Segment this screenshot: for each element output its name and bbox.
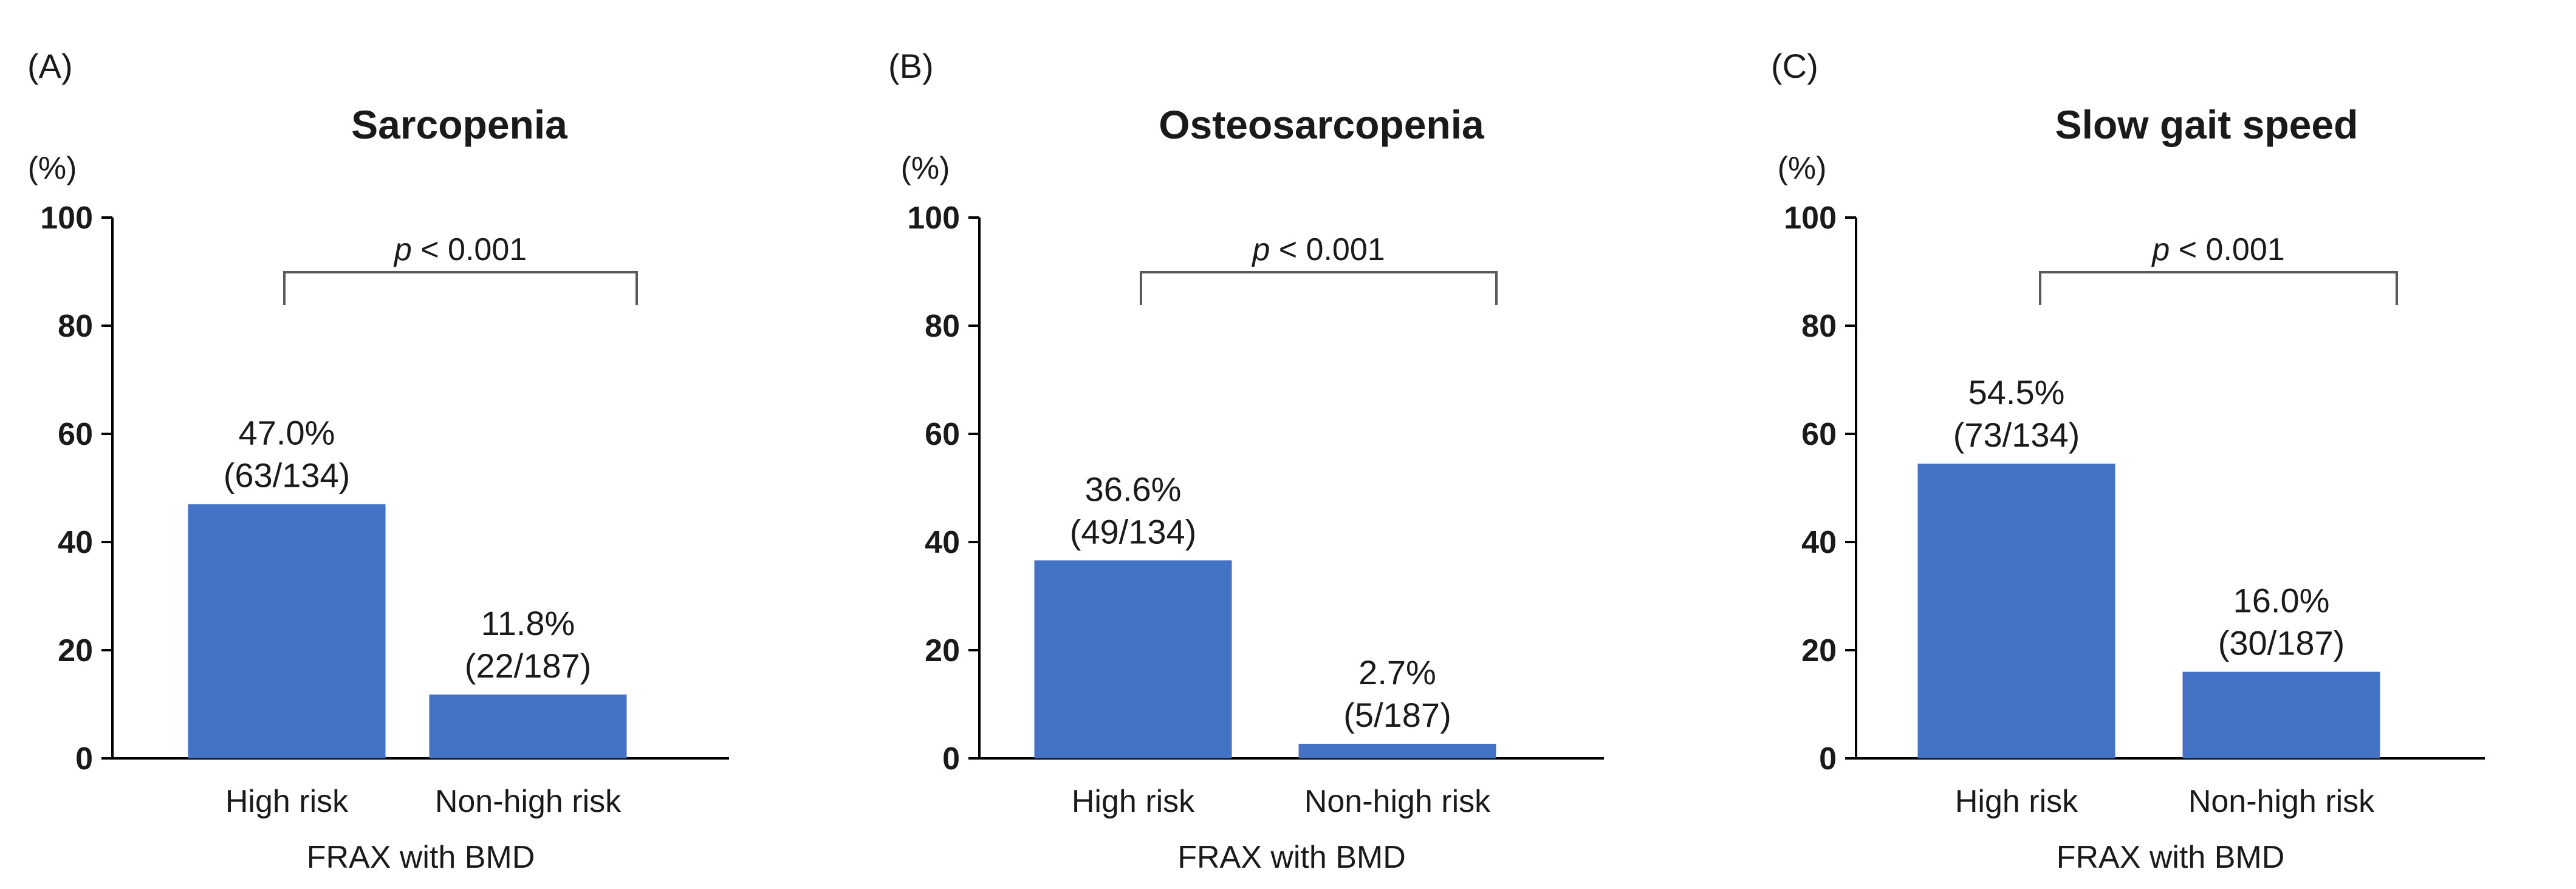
- data-label-percent: 16.0%: [2233, 582, 2330, 620]
- y-tick-label: 20: [925, 633, 960, 668]
- bar: [1298, 743, 1496, 758]
- y-tick-label: 60: [1801, 417, 1837, 452]
- y-unit-label: (%): [901, 151, 950, 186]
- y-unit-label: (%): [28, 151, 77, 186]
- significance-bracket: [283, 271, 638, 305]
- y-tick-label: 80: [1801, 309, 1837, 344]
- data-label-percent: 54.5%: [1968, 373, 2065, 411]
- bar: [1917, 463, 2115, 758]
- p-value-text: < 0.001: [1270, 232, 1385, 267]
- x-tick-label: High risk: [1072, 784, 1195, 819]
- data-label-percent: 11.8%: [481, 604, 575, 642]
- x-tick-label: Non-high risk: [2188, 784, 2375, 819]
- p-value-label: p < 0.001: [2151, 232, 2284, 267]
- bar: [188, 504, 386, 758]
- data-label-count: (22/187): [465, 647, 592, 685]
- significance-bracket: [2039, 271, 2398, 305]
- panel-label: (A): [27, 47, 73, 85]
- y-tick-label: 100: [40, 201, 93, 236]
- data-label-percent: 2.7%: [1358, 653, 1436, 692]
- y-tick-label: 80: [58, 309, 93, 344]
- chart-panel-1: (A) Sarcopenia (%) 0 20 40 60 80 100 47.0% (63/134…: [27, 47, 729, 875]
- data-label-count: (5/187): [1343, 696, 1451, 734]
- bar: [1034, 560, 1232, 758]
- chart-panel-3: (C) Slow gait speed (%) 0 20 40 60 80 100 54.5% (7…: [1771, 47, 2485, 875]
- chart-panel-2: (B) Osteosarcopenia (%) 0 20 40 60 80 100 36.6% (4…: [888, 47, 1604, 875]
- significance-bracket: [1140, 271, 1498, 305]
- x-axis-label: FRAX with BMD: [1177, 840, 1406, 875]
- chart-title: Osteosarcopenia: [1159, 102, 1485, 147]
- panel-label: (B): [888, 47, 934, 85]
- p-value-label: p < 0.001: [1251, 232, 1385, 267]
- y-tick-label: 60: [58, 417, 93, 452]
- chart-title: Slow gait speed: [2055, 102, 2358, 147]
- y-tick-label: 0: [1819, 741, 1837, 777]
- y-tick-label: 20: [1801, 633, 1837, 668]
- y-unit-label: (%): [1778, 151, 1827, 186]
- x-tick-label: High risk: [1955, 784, 2078, 819]
- y-tick-label: 40: [925, 525, 960, 560]
- p-symbol: p: [2151, 232, 2170, 267]
- y-tick-label: 0: [942, 741, 960, 777]
- x-axis-label: FRAX with BMD: [2057, 840, 2285, 875]
- x-tick-label: Non-high risk: [435, 784, 622, 819]
- data-label-percent: 47.0%: [239, 414, 335, 452]
- y-tick-label: 20: [58, 633, 93, 668]
- y-tick-label: 100: [907, 201, 960, 236]
- x-tick-label: High risk: [225, 784, 349, 819]
- y-tick-label: 0: [75, 741, 93, 777]
- p-value-text: < 0.001: [412, 232, 527, 267]
- bar: [429, 694, 627, 758]
- y-tick-label: 40: [1801, 525, 1837, 560]
- chart-title: Sarcopenia: [351, 102, 568, 147]
- data-label-count: (73/134): [1953, 416, 2080, 454]
- y-tick-label: 80: [925, 309, 960, 344]
- p-symbol: p: [1251, 232, 1270, 267]
- x-tick-label: Non-high risk: [1304, 784, 1491, 819]
- data-label-count: (49/134): [1070, 512, 1197, 551]
- p-value-text: < 0.001: [2170, 232, 2284, 267]
- y-tick-label: 60: [925, 417, 960, 452]
- x-axis-label: FRAX with BMD: [307, 840, 535, 875]
- data-label-count: (63/134): [224, 456, 351, 495]
- p-value-label: p < 0.001: [393, 232, 527, 267]
- panel-label: (C): [1771, 47, 1818, 85]
- data-label-count: (30/187): [2218, 624, 2345, 662]
- y-tick-label: 100: [1784, 201, 1837, 236]
- y-tick-label: 40: [58, 525, 93, 560]
- p-symbol: p: [393, 232, 412, 267]
- data-label-percent: 36.6%: [1085, 470, 1182, 508]
- bar: [2182, 671, 2380, 758]
